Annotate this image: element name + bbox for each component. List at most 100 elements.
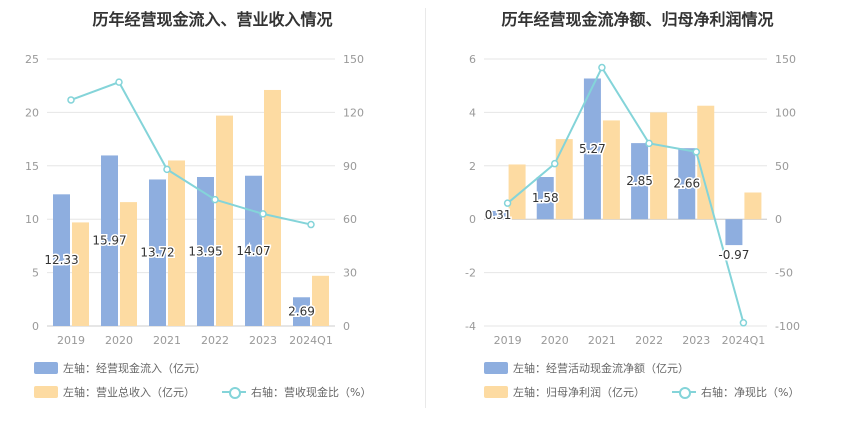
legend-label: 左轴：经营现金流入（亿元） xyxy=(63,362,206,375)
legend-label: 左轴：经营活动现金流净额（亿元） xyxy=(513,362,689,375)
legend-label: 右轴：营收现金比（%） xyxy=(251,386,372,399)
bar-2021 xyxy=(602,120,620,220)
bar-2020 xyxy=(101,155,118,326)
bar-2024Q1 xyxy=(312,275,329,326)
data-label: -0.97 xyxy=(718,248,749,262)
x-tick-label: 2019 xyxy=(494,334,522,347)
x-tick-label: 2024Q1 xyxy=(289,334,333,347)
data-label: 0.31 xyxy=(485,208,512,222)
y-tick-left: 6 xyxy=(469,53,476,66)
bar-2019 xyxy=(72,222,89,326)
x-tick-label: 2020 xyxy=(541,334,569,347)
y-tick-right: -50 xyxy=(775,267,793,280)
line-point xyxy=(739,319,748,327)
y-tick-right: 150 xyxy=(343,53,364,66)
line-point xyxy=(598,63,606,72)
x-tick-label: 2022 xyxy=(635,334,663,347)
left-chart-canvas: 0 5 10 15 20 25 0 30 60 90 120 150 2019 2020 2021 2022 2… xyxy=(25,53,364,347)
bar-2021 xyxy=(149,179,166,326)
line-point xyxy=(551,159,559,168)
y-tick-right: 120 xyxy=(343,106,364,119)
y-tick-right: 90 xyxy=(343,160,357,173)
data-label: 12.33 xyxy=(44,253,78,267)
x-tick-label: 2021 xyxy=(588,334,616,347)
bar-2023 xyxy=(264,89,281,326)
data-label: 2.85 xyxy=(626,174,653,188)
chart-title: 历年经营现金流入、营业收入情况 xyxy=(92,10,333,29)
series-line xyxy=(70,80,312,226)
bar-2022 xyxy=(650,112,668,220)
data-label: 13.95 xyxy=(188,245,222,259)
bar-2019 xyxy=(53,194,70,326)
y-tick-left: 20 xyxy=(25,106,39,119)
panel-divider xyxy=(425,8,426,408)
legend-item-cash-inflow[interactable]: 左轴：经营现金流入（亿元） xyxy=(34,360,206,376)
chart-title: 历年经营现金流净额、归母净利润情况 xyxy=(501,10,774,29)
data-label: 2.66 xyxy=(673,177,700,191)
legend-item-cash-ratio[interactable]: 右轴：营收现金比（%） xyxy=(222,384,371,400)
legend-item-net-cash-ratio[interactable]: 右轴：净现比（%） xyxy=(672,384,799,400)
y-tick-left: 2 xyxy=(469,160,476,173)
bar-2020 xyxy=(120,202,137,326)
data-label: 15.97 xyxy=(92,234,126,248)
data-label: 1.58 xyxy=(532,191,559,205)
bar-2024Q1 xyxy=(293,297,310,326)
bar-2022 xyxy=(216,115,233,326)
legend-swatch xyxy=(222,386,246,399)
series-line xyxy=(506,65,745,324)
y-tick-left: 10 xyxy=(25,213,39,226)
y-tick-right: 60 xyxy=(343,213,357,226)
line-point xyxy=(163,165,171,174)
y-tick-left: 25 xyxy=(25,53,39,66)
bar-2019 xyxy=(508,164,526,220)
y-tick-right: 150 xyxy=(775,53,796,66)
bar-2022 xyxy=(631,143,649,220)
x-tick-label: 2019 xyxy=(57,334,85,347)
left-chart-panel: 历年经营现金流入、营业收入情况 0 5 10 15 20 25 0 30 60 90 120 150 2… xyxy=(25,10,371,400)
y-tick-right: 30 xyxy=(343,267,357,280)
line-point xyxy=(692,148,700,156)
data-label: 2.69 xyxy=(288,305,315,319)
x-tick-label: 2023 xyxy=(682,334,710,347)
right-chart-panel: 历年经营现金流净额、归母净利润情况 -4 -2 0 2 4 6 -100 -50 0 50 100 1… xyxy=(425,0,850,437)
y-tick-right: 100 xyxy=(775,106,796,119)
bar-2024Q1 xyxy=(725,219,743,246)
x-tick-label: 2021 xyxy=(153,334,181,347)
line-point xyxy=(645,139,653,148)
legend-label: 右轴：净现比（%） xyxy=(701,386,800,399)
legend-item-revenue[interactable]: 左轴：营业总收入（亿元） xyxy=(34,384,195,400)
legend-item-net-cash-flow[interactable]: 左轴：经营活动现金流净额（亿元） xyxy=(484,360,689,376)
bar-2023 xyxy=(678,148,696,220)
line-point xyxy=(67,96,75,104)
line-point xyxy=(115,78,123,86)
bar-2022 xyxy=(197,177,214,326)
legend-swatch xyxy=(672,386,696,399)
bar-2021 xyxy=(583,78,601,220)
line-point xyxy=(259,210,267,218)
legend-item-net-profit[interactable]: 左轴：归母净利润（亿元） xyxy=(484,384,645,400)
bar-2021 xyxy=(168,160,185,326)
y-tick-left: 4 xyxy=(469,106,476,119)
y-tick-left: 15 xyxy=(25,160,39,173)
legend-swatch xyxy=(34,362,58,374)
line-point xyxy=(211,195,219,204)
bar-2024Q1 xyxy=(744,192,762,220)
x-tick-label: 2022 xyxy=(201,334,229,347)
y-tick-left: -2 xyxy=(465,267,476,280)
y-tick-right: -100 xyxy=(775,320,800,333)
y-tick-right: 50 xyxy=(775,160,789,173)
right-chart-canvas: -4 -2 0 2 4 6 -100 -50 0 50 100 150 2019 2020 2021 2022… xyxy=(465,53,800,347)
data-label: 5.27 xyxy=(579,142,606,156)
x-tick-label: 2020 xyxy=(105,334,133,347)
y-tick-right: 0 xyxy=(343,320,350,333)
y-tick-left: -4 xyxy=(465,320,476,333)
y-tick-left: 5 xyxy=(32,267,39,280)
bar-2020 xyxy=(536,177,554,220)
bar-2020 xyxy=(555,139,573,220)
bar-2023 xyxy=(697,105,715,220)
bar-2019 xyxy=(489,210,507,220)
x-tick-label: 2023 xyxy=(249,334,277,347)
y-tick-left: 0 xyxy=(32,320,39,333)
legend-swatch xyxy=(484,386,508,398)
legend-label: 左轴：归母净利润（亿元） xyxy=(513,386,645,399)
